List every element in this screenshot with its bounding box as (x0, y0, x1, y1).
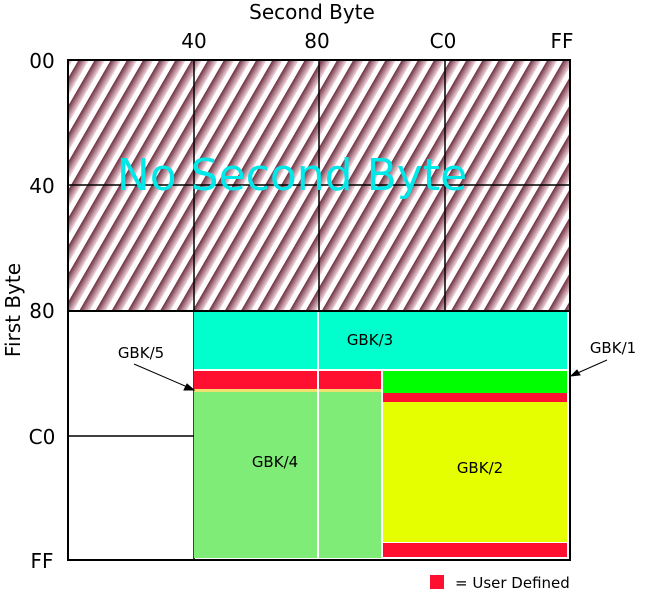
y-tick: FF (30, 549, 53, 573)
gbk4-region (194, 392, 381, 558)
gbk2-label: GBK/2 (457, 459, 503, 477)
gbk1-user-defined (383, 393, 567, 402)
gbk2-region (383, 402, 567, 542)
y-tick: 00 (29, 49, 54, 73)
x-tick: 80 (304, 29, 329, 53)
y-tick: C0 (29, 425, 56, 449)
y-tick: 80 (29, 299, 54, 323)
gbk1-region (383, 371, 567, 393)
gbk3-region (194, 312, 567, 369)
gbk5-label: GBK/5 (118, 344, 164, 362)
no-second-byte-label: No Second Byte (117, 150, 467, 201)
gbk3-label: GBK/3 (347, 331, 393, 349)
gbk1-label: GBK/1 (590, 339, 636, 357)
arrow-icon (133, 359, 608, 391)
x-tick: 40 (181, 29, 206, 53)
legend-label: = User Defined (455, 574, 570, 590)
gbk5-user-defined (194, 371, 381, 389)
x-axis-title: Second Byte (249, 0, 375, 24)
x-tick: FF (550, 29, 573, 53)
gbk4-label: GBK/4 (252, 453, 298, 471)
gbk2-user-defined (383, 543, 567, 557)
y-axis-title: First Byte (1, 263, 25, 357)
legend-swatch (430, 575, 444, 589)
y-tick: 40 (29, 174, 54, 198)
x-tick: C0 (430, 29, 457, 53)
